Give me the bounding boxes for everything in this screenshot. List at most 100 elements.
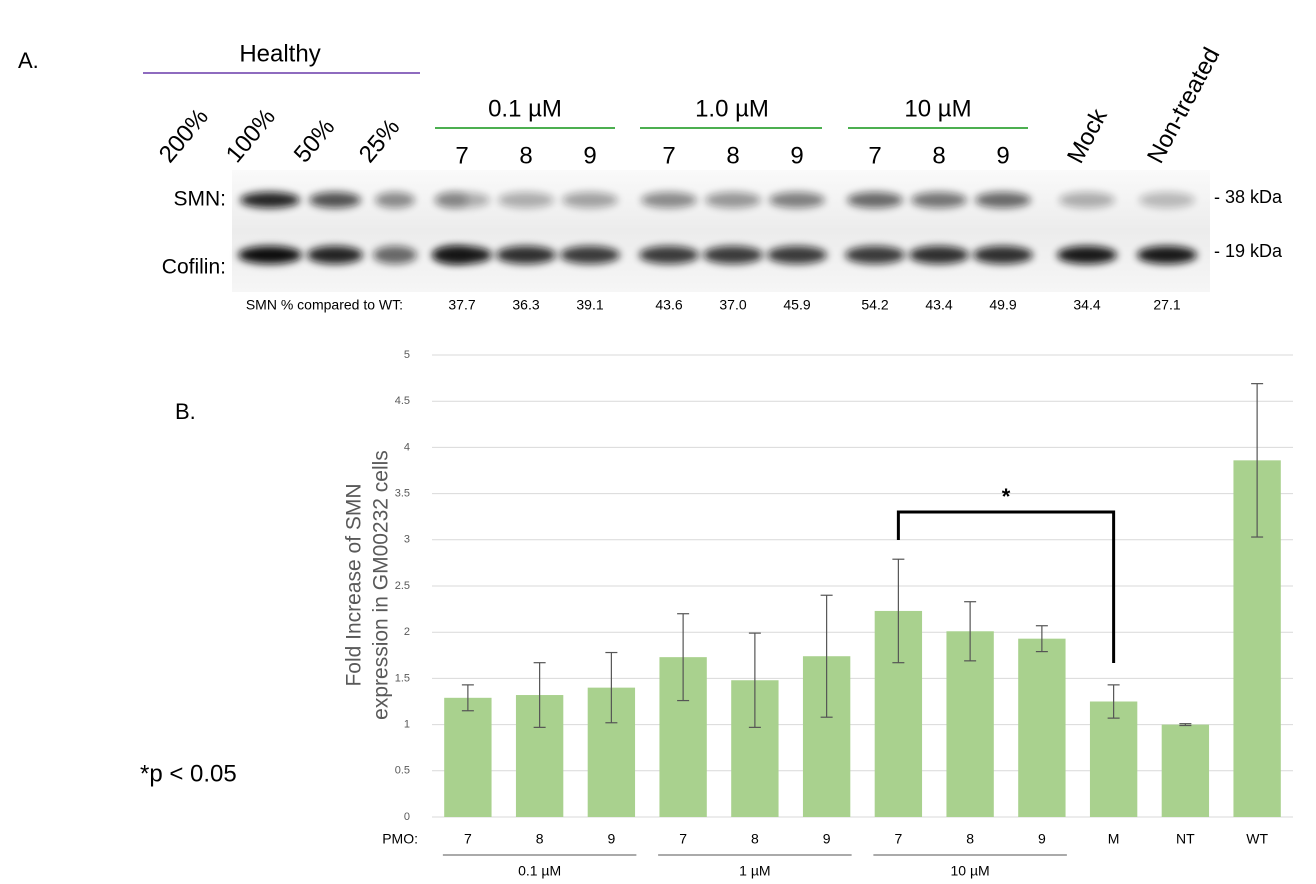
y-axis-label: expression in GM00232 cells bbox=[370, 450, 393, 720]
y-tick-label: 2.5 bbox=[395, 580, 410, 592]
band bbox=[496, 246, 556, 264]
band bbox=[434, 192, 490, 208]
bar bbox=[1162, 725, 1209, 817]
quant-value: 34.4 bbox=[1073, 297, 1100, 313]
quant-value: 43.6 bbox=[655, 297, 682, 313]
band bbox=[641, 192, 697, 208]
y-tick-label: 3.5 bbox=[395, 488, 410, 500]
y-tick-label: 4.5 bbox=[395, 395, 410, 407]
band bbox=[238, 246, 302, 264]
lane-label: 100% bbox=[221, 104, 281, 168]
band bbox=[375, 192, 415, 208]
band bbox=[562, 192, 618, 208]
band bbox=[703, 246, 763, 264]
band bbox=[1057, 246, 1117, 264]
band bbox=[240, 192, 300, 208]
x-tick-label: NT bbox=[1176, 831, 1195, 847]
lane-label: Non-treated bbox=[1142, 43, 1225, 168]
significance-bracket bbox=[898, 512, 1113, 663]
band bbox=[767, 246, 827, 264]
group-label: 0.1 µM bbox=[488, 95, 562, 122]
band bbox=[847, 192, 903, 208]
bar bbox=[1018, 639, 1065, 817]
panel-label: A. bbox=[18, 48, 39, 73]
lane-label: 8 bbox=[519, 142, 532, 169]
figure: A. Healthy B. *p < 0.05 200%100%50%25% 0.… bbox=[0, 0, 1316, 884]
band bbox=[1137, 246, 1197, 264]
y-tick-label: 5 bbox=[404, 349, 410, 361]
x-tick-label: WT bbox=[1246, 831, 1268, 847]
y-tick-label: 0.5 bbox=[395, 765, 410, 777]
x-tick-label: 8 bbox=[966, 831, 974, 847]
band bbox=[1139, 192, 1195, 208]
quant-value: 39.1 bbox=[576, 297, 603, 313]
x-tick-label: 8 bbox=[536, 831, 544, 847]
bar bbox=[1090, 702, 1137, 818]
x-tick-label: 9 bbox=[607, 831, 615, 847]
lane-label: 9 bbox=[996, 142, 1009, 169]
band bbox=[307, 246, 363, 264]
lane-label: 7 bbox=[662, 142, 675, 169]
size-label: - 19 kDa bbox=[1214, 241, 1283, 261]
band bbox=[845, 246, 905, 264]
quant-value: 36.3 bbox=[512, 297, 539, 313]
lane-label: 50% bbox=[289, 114, 341, 168]
y-tick-label: 4 bbox=[404, 441, 410, 453]
band bbox=[373, 246, 417, 264]
quant-value: 43.4 bbox=[925, 297, 952, 313]
blot bbox=[232, 170, 1210, 292]
x-tick-label: 9 bbox=[823, 831, 831, 847]
quant-value: 45.9 bbox=[783, 297, 810, 313]
band bbox=[498, 192, 554, 208]
note: *p < 0.05 bbox=[140, 760, 237, 787]
quant-value: 27.1 bbox=[1153, 297, 1180, 313]
band bbox=[769, 192, 825, 208]
row-label: Cofilin: bbox=[162, 256, 226, 279]
band bbox=[911, 192, 967, 208]
quant-label: SMN % compared to WT: bbox=[246, 297, 403, 313]
band bbox=[309, 192, 361, 208]
band bbox=[639, 246, 699, 264]
x-tick-label: 8 bbox=[751, 831, 759, 847]
group-label: 0.1 µM bbox=[518, 863, 561, 879]
y-tick-label: 3 bbox=[404, 534, 410, 546]
lane-label: 9 bbox=[583, 142, 596, 169]
healthy-label: Healthy bbox=[239, 40, 320, 67]
band bbox=[1059, 192, 1115, 208]
lane-label: 8 bbox=[932, 142, 945, 169]
quant-value: 49.9 bbox=[989, 297, 1016, 313]
group-label: 10 µM bbox=[904, 95, 971, 122]
y-tick-label: 1 bbox=[404, 719, 410, 731]
panel-label: B. bbox=[175, 399, 196, 424]
x-tick-label: 9 bbox=[1038, 831, 1046, 847]
band bbox=[705, 192, 761, 208]
lane-label: Mock bbox=[1062, 104, 1113, 168]
band bbox=[560, 246, 620, 264]
x-prefix: PMO: bbox=[382, 831, 418, 847]
x-tick-label: 7 bbox=[679, 831, 687, 847]
quant-value: 37.0 bbox=[719, 297, 746, 313]
size-label: - 38 kDa bbox=[1214, 187, 1283, 207]
bar bbox=[444, 698, 491, 817]
band bbox=[975, 192, 1031, 208]
row-label: SMN: bbox=[174, 188, 227, 211]
lane-label: 25% bbox=[354, 114, 406, 168]
band bbox=[909, 246, 969, 264]
lane-label: 200% bbox=[154, 104, 214, 168]
x-tick-label: 7 bbox=[464, 831, 472, 847]
group-label: 10 µM bbox=[951, 863, 990, 879]
lane-label: 9 bbox=[790, 142, 803, 169]
group-label: 1 µM bbox=[739, 863, 770, 879]
x-tick-label: M bbox=[1108, 831, 1120, 847]
band bbox=[432, 246, 492, 264]
y-tick-label: 1.5 bbox=[395, 672, 410, 684]
significance-label: * bbox=[1002, 484, 1011, 509]
band bbox=[973, 246, 1033, 264]
lane-label: 8 bbox=[726, 142, 739, 169]
group-label: 1.0 µM bbox=[695, 95, 769, 122]
lane-label: 7 bbox=[868, 142, 881, 169]
lane-label: 7 bbox=[455, 142, 468, 169]
x-tick-label: 7 bbox=[894, 831, 902, 847]
y-tick-label: 2 bbox=[404, 626, 410, 638]
quant-value: 54.2 bbox=[861, 297, 888, 313]
